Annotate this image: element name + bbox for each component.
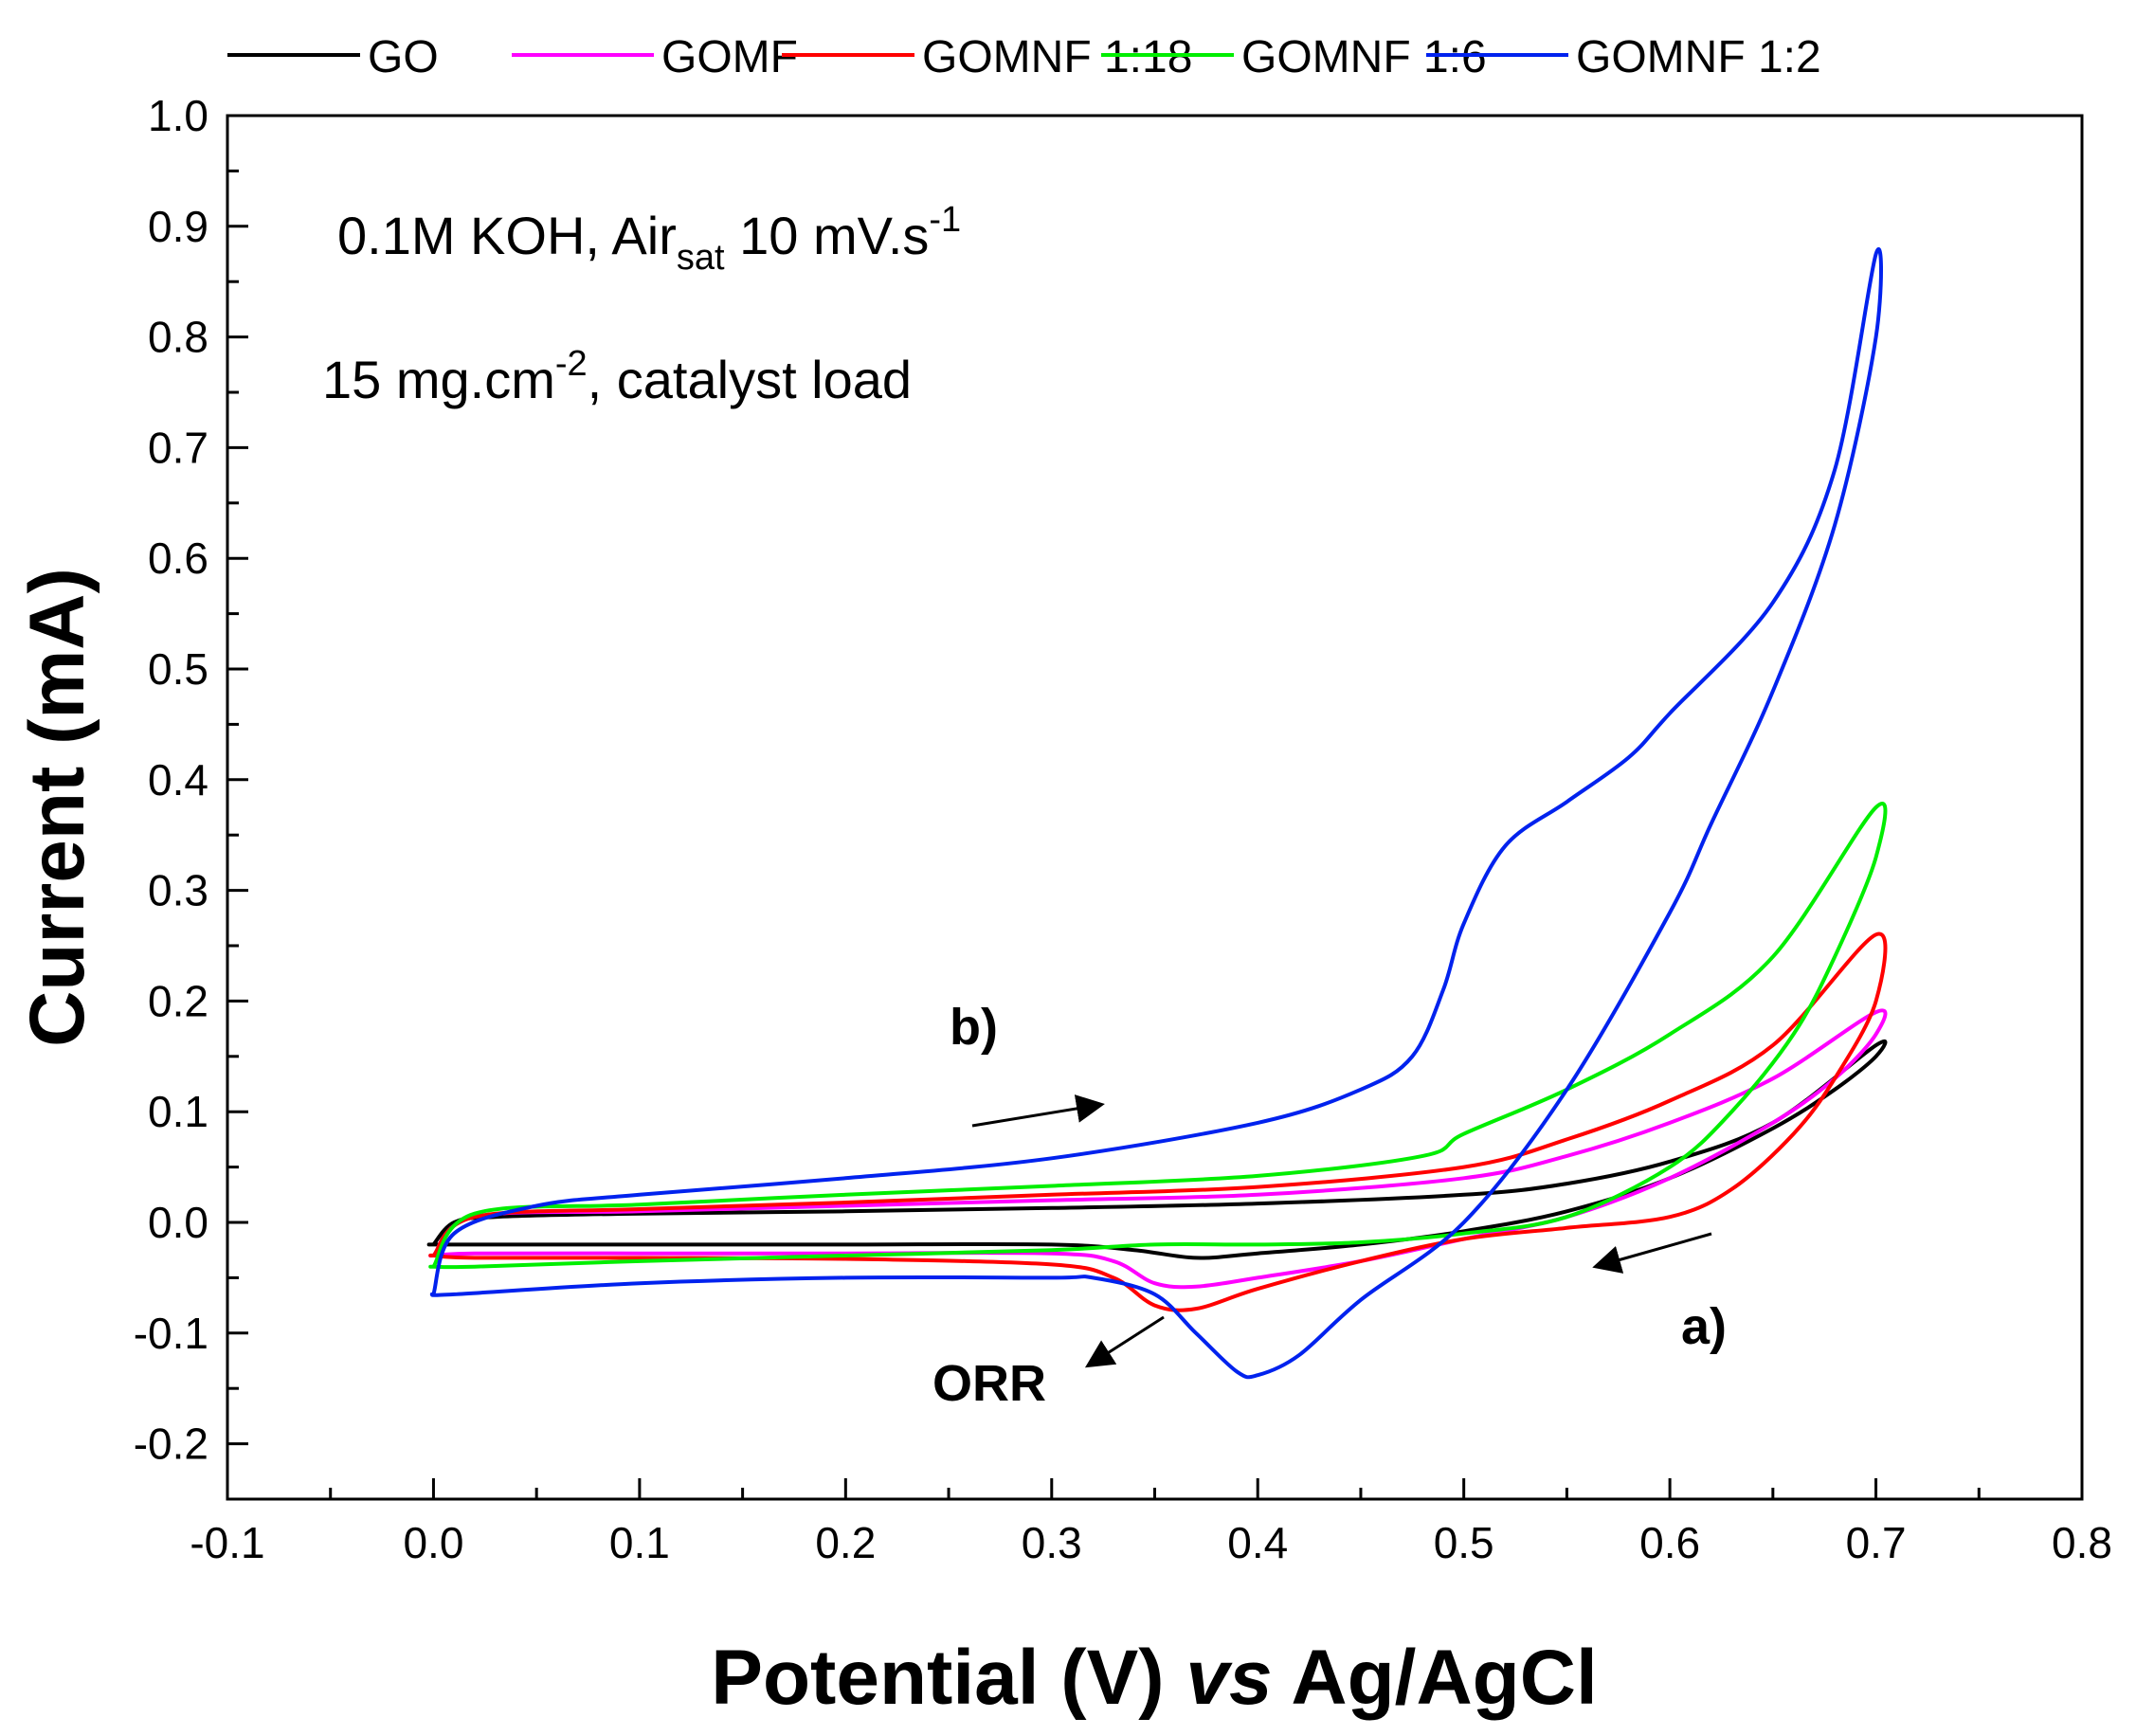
y-tick-label: 1.0 bbox=[148, 91, 208, 140]
y-axis-title: Current (mA) bbox=[14, 568, 100, 1047]
x-tick-label: -0.1 bbox=[190, 1518, 264, 1567]
x-tick-label: 0.6 bbox=[1639, 1518, 1700, 1567]
y-tick-label: 0.5 bbox=[148, 644, 208, 694]
legend-label: GOMNF 1:18 bbox=[922, 32, 1192, 82]
y-tick-label: 0.8 bbox=[148, 313, 208, 362]
x-tick-label: 0.0 bbox=[403, 1518, 463, 1567]
x-tick-label: 0.8 bbox=[2052, 1518, 2112, 1567]
conditions-annotation: 0.1M KOH, Airsat 10 mV.s-1 bbox=[337, 200, 961, 278]
series-layer bbox=[426, 247, 1888, 1380]
legend-label: GOMF bbox=[661, 32, 798, 82]
series-line-gomnf-1-6 bbox=[428, 802, 1888, 1270]
x-tick-label: 0.4 bbox=[1227, 1518, 1288, 1567]
legend-label: GOMNF 1:2 bbox=[1576, 32, 1821, 82]
scan-label-a: a) bbox=[1681, 1298, 1727, 1355]
legend-label: GO bbox=[368, 32, 439, 82]
orr-arrow bbox=[1084, 1315, 1165, 1368]
series-line-gomnf-1-18 bbox=[428, 931, 1888, 1312]
x-tick-label: 0.5 bbox=[1434, 1518, 1494, 1567]
orr-label: ORR bbox=[932, 1355, 1046, 1412]
legend: GO GOMF GOMNF 1:18 GOMNF 1:6 GOMNF 1:2 bbox=[227, 32, 1821, 82]
y-tick-label: 0.6 bbox=[148, 533, 208, 583]
y-axis: -0.2 -0.1 0.0 0.1 0.2 0.3 0.4 0.5 0.6 0.7 0.8 0.9 1.… bbox=[134, 91, 248, 1469]
y-tick-label: 0.1 bbox=[148, 1087, 208, 1136]
legend-label: GOMNF 1:6 bbox=[1241, 32, 1487, 82]
series-line-go bbox=[426, 1039, 1888, 1260]
x-tick-label: 0.1 bbox=[609, 1518, 670, 1567]
x-axis: -0.1 0.0 0.1 0.2 0.3 0.4 0.5 0.6 0.7 0.8 bbox=[190, 1478, 2112, 1567]
y-tick-label: -0.2 bbox=[134, 1420, 208, 1469]
y-tick-label: 0.3 bbox=[148, 866, 208, 915]
y-tick-label: 0.0 bbox=[148, 1198, 208, 1247]
scan-label-b: b) bbox=[950, 999, 998, 1056]
y-tick-label: 0.9 bbox=[148, 202, 208, 251]
y-tick-label: -0.1 bbox=[134, 1309, 208, 1358]
y-tick-label: 0.4 bbox=[148, 755, 208, 805]
x-axis-title: Potential (V) vs Ag/AgCl bbox=[711, 1635, 1598, 1721]
x-tick-label: 0.3 bbox=[1022, 1518, 1082, 1567]
y-tick-label: 0.2 bbox=[148, 976, 208, 1025]
catalyst-load-annotation: 15 mg.cm-2, catalyst load bbox=[322, 344, 912, 409]
forward-scan-arrow bbox=[971, 1094, 1105, 1128]
x-tick-label: 0.2 bbox=[815, 1518, 876, 1567]
y-tick-label: 0.7 bbox=[148, 423, 208, 472]
reverse-scan-arrow bbox=[1592, 1232, 1712, 1274]
series-line-gomnf-1-2 bbox=[429, 247, 1883, 1380]
x-tick-label: 0.7 bbox=[1846, 1518, 1907, 1567]
